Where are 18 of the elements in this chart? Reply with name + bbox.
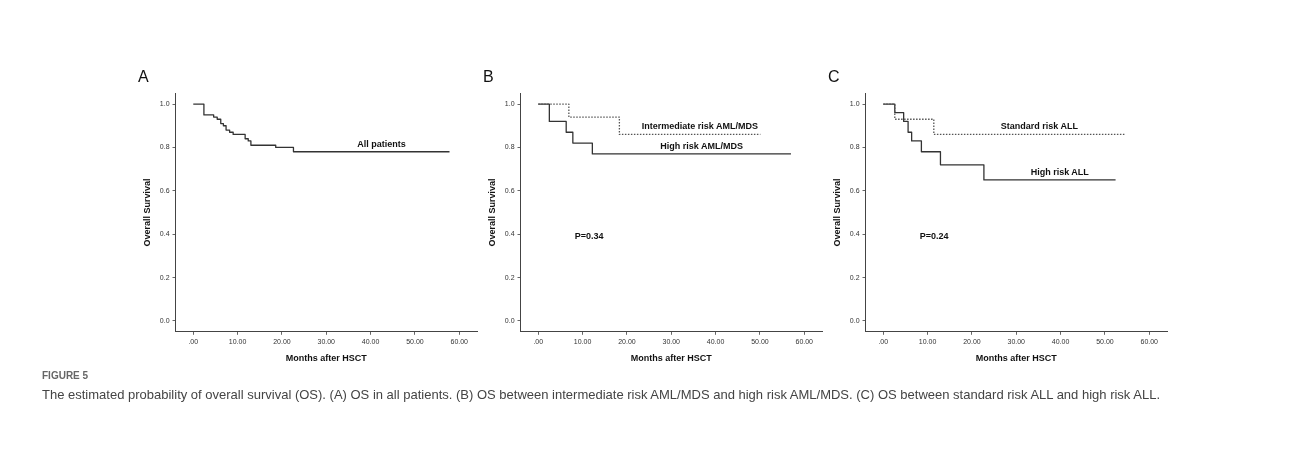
chart-title: C (828, 68, 840, 86)
y-axis-title: Overall Survival (831, 178, 842, 247)
x-axis-title: Months after HSCT (285, 353, 368, 364)
annotation: P=0.24 (919, 230, 949, 241)
x-axis-title: Months after HSCT (630, 353, 713, 364)
annotation: P=0.34 (574, 230, 604, 241)
series-label: High risk AML/MDS (660, 140, 743, 151)
y-axis-title: Overall Survival (486, 178, 497, 247)
series-label: Intermediate risk AML/MDS (641, 121, 758, 132)
chart-title: A (138, 68, 149, 86)
text: The estimated probability of overall survival (OS). (A) OS in all patients. (B) OS between intermediate risk AML/MDS and high risk AML/MDS. (C) OS between standard risk ALL and high risk ALL. (42, 386, 1161, 404)
series-label: Standard risk ALL (1000, 121, 1079, 132)
series-label: All patients (357, 138, 406, 149)
y-axis-title: Overall Survival (141, 178, 152, 247)
series-label: High risk ALL (1030, 166, 1090, 177)
chart-title: B (483, 68, 494, 86)
x-axis-title: Months after HSCT (975, 353, 1058, 364)
caption: FIGURE 5 (42, 370, 90, 381)
